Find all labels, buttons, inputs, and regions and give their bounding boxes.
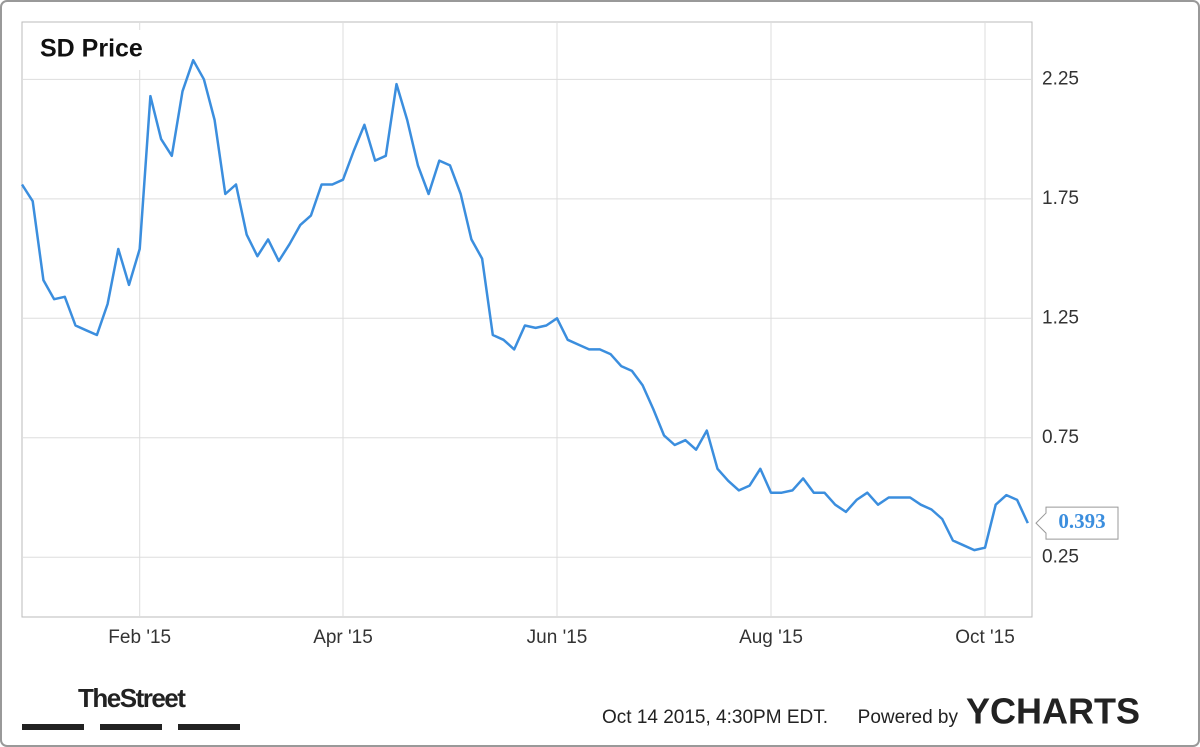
y-tick-label: 1.25 [1042, 307, 1079, 328]
marks [20, 58, 1029, 552]
chart-title: SD Price [40, 35, 143, 63]
grid [22, 22, 1032, 617]
logo-bar [22, 724, 84, 730]
logo-bar [178, 724, 240, 730]
x-tick-label: Feb '15 [108, 627, 171, 648]
last-value-label: 0.393 [1058, 509, 1105, 533]
y-tick-label: 0.25 [1042, 546, 1079, 567]
last-value-box [1035, 506, 1119, 540]
x-tick-label: Oct '15 [955, 627, 1015, 648]
powered-by: Powered by [858, 707, 959, 728]
title-box [30, 30, 180, 70]
x-tick-label: Apr '15 [313, 627, 373, 648]
price-line [20, 58, 1029, 552]
brand: YCHARTS [966, 691, 1140, 732]
y-tick-label: 1.75 [1042, 188, 1079, 209]
plot-area [21, 21, 1033, 618]
timestamp: Oct 14 2015, 4:30PM EDT. [602, 707, 828, 728]
x-tick-label: Jun '15 [527, 627, 588, 648]
y-tick-label: 2.25 [1042, 68, 1079, 89]
logo-bar [100, 724, 162, 730]
y-tick-label: 0.75 [1042, 427, 1079, 448]
x-tick-label: Aug '15 [739, 627, 803, 648]
logo: TheStreet [78, 683, 186, 713]
